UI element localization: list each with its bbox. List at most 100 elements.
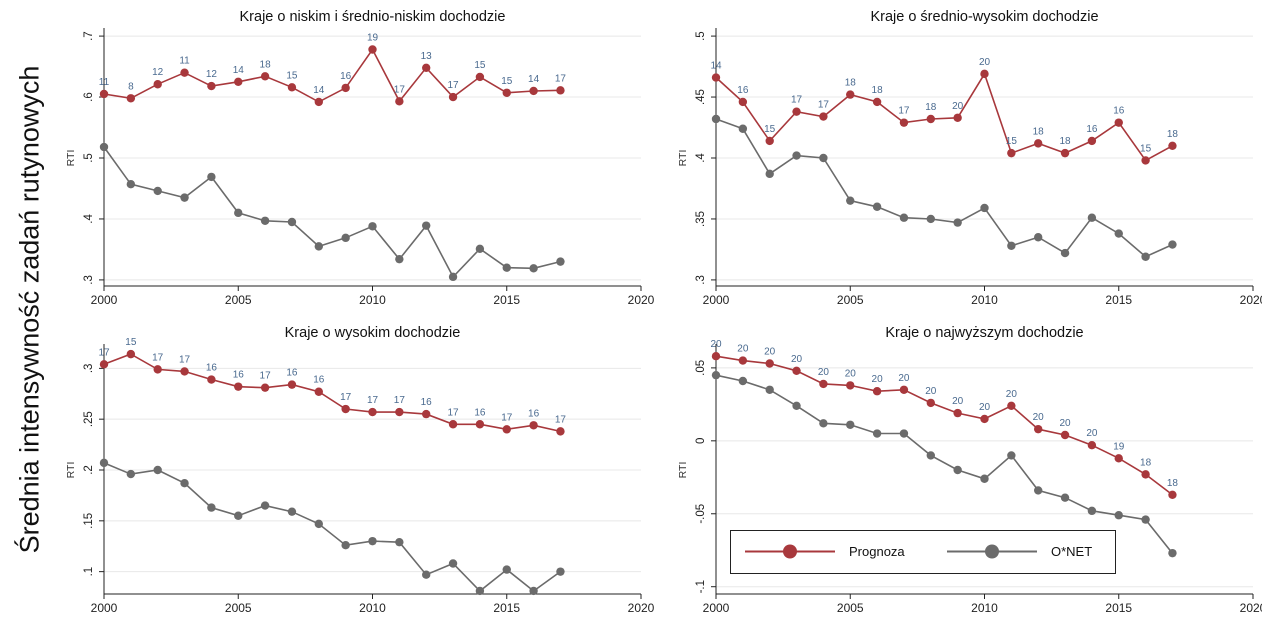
data-point-onet bbox=[207, 503, 216, 512]
data-point-prognoza bbox=[126, 94, 136, 103]
data-point-onet bbox=[846, 196, 855, 205]
data-label: 11 bbox=[99, 77, 110, 88]
y-axis-label: RTI bbox=[677, 150, 689, 167]
x-tick-label: 2000 bbox=[91, 601, 118, 615]
data-point-onet bbox=[260, 501, 270, 510]
data-point-onet bbox=[153, 465, 162, 475]
data-point-prognoza bbox=[765, 136, 774, 146]
x-tick-label: 2005 bbox=[837, 601, 864, 615]
x-tick-label: 2005 bbox=[837, 293, 864, 307]
data-point-prognoza bbox=[287, 83, 297, 92]
data-label: 18 bbox=[925, 102, 937, 113]
data-point-prognoza bbox=[180, 367, 189, 376]
data-point-onet bbox=[738, 376, 748, 386]
series-line-onet bbox=[715, 118, 1173, 258]
data-point-prognoza bbox=[314, 387, 323, 396]
x-tick-label: 2010 bbox=[359, 601, 386, 615]
x-tick-label: 2020 bbox=[1240, 293, 1262, 307]
data-point-onet bbox=[99, 458, 109, 468]
data-point-onet bbox=[448, 559, 458, 568]
y-tick-label: .25 bbox=[83, 411, 95, 427]
y-tick-label: .7 bbox=[83, 31, 95, 41]
series-line-onet bbox=[715, 374, 1174, 554]
data-point-prognoza bbox=[1007, 148, 1016, 158]
data-point-prognoza bbox=[872, 387, 882, 396]
data-point-prognoza bbox=[448, 420, 458, 429]
data-point-onet bbox=[1141, 252, 1150, 261]
data-label: 20 bbox=[952, 396, 964, 407]
data-point-onet bbox=[738, 124, 748, 133]
data-point-prognoza bbox=[153, 365, 162, 374]
data-point-onet bbox=[711, 114, 721, 124]
data-label: 16 bbox=[286, 368, 298, 379]
data-label: 17 bbox=[340, 392, 352, 403]
data-point-prognoza bbox=[1087, 136, 1097, 146]
data-point-onet bbox=[314, 242, 323, 251]
chart-svg-low-income: Kraje o niskim i średnio-niskim dochodzi… bbox=[65, 9, 655, 307]
x-tick-label: 2020 bbox=[628, 293, 655, 307]
data-point-prognoza bbox=[314, 97, 323, 107]
data-label: 20 bbox=[925, 386, 937, 397]
data-point-onet bbox=[153, 186, 162, 196]
data-point-onet bbox=[1168, 240, 1177, 249]
data-label: 13 bbox=[421, 51, 433, 62]
x-tick-label: 2005 bbox=[225, 293, 252, 307]
data-point-onet bbox=[711, 370, 721, 380]
data-label: 18 bbox=[1167, 478, 1179, 489]
y-tick-label: .45 bbox=[695, 89, 707, 105]
data-label: 17 bbox=[394, 395, 406, 406]
chart-svg-highest-income: Kraje o najwyższym dochodzie -.1 -.05 0 .05 R… bbox=[677, 325, 1262, 615]
data-point-onet bbox=[529, 264, 538, 273]
data-label: 17 bbox=[555, 73, 567, 84]
data-point-prognoza bbox=[1114, 454, 1123, 463]
data-label: 16 bbox=[421, 397, 433, 408]
data-point-prognoza bbox=[99, 360, 109, 369]
data-point-onet bbox=[475, 244, 485, 254]
data-label: 15 bbox=[286, 70, 298, 81]
y-tick-label: .5 bbox=[83, 153, 95, 163]
data-point-onet bbox=[980, 203, 989, 213]
data-point-onet bbox=[1141, 515, 1150, 524]
x-tick-label: 2015 bbox=[1105, 293, 1132, 307]
data-label: 20 bbox=[791, 354, 803, 365]
data-point-onet bbox=[395, 254, 404, 264]
x-tick-label: 2010 bbox=[971, 601, 998, 615]
data-point-onet bbox=[980, 474, 989, 483]
data-label: 16 bbox=[737, 85, 749, 96]
data-point-prognoza bbox=[1114, 118, 1123, 127]
data-point-onet bbox=[819, 419, 828, 428]
y-tick-label: .2 bbox=[83, 465, 95, 475]
legend: Prognoza O*NET bbox=[730, 530, 1116, 574]
panel-title: Kraje o średnio-wysokim dochodzie bbox=[870, 9, 1098, 25]
data-label: 16 bbox=[313, 375, 325, 386]
data-point-prognoza bbox=[153, 80, 162, 89]
data-point-prognoza bbox=[260, 72, 270, 81]
data-point-prognoza bbox=[180, 68, 189, 77]
data-label: 15 bbox=[1140, 143, 1152, 154]
data-point-onet bbox=[422, 570, 431, 579]
data-point-prognoza bbox=[980, 414, 989, 424]
data-point-prognoza bbox=[368, 407, 377, 417]
data-point-prognoza bbox=[475, 72, 485, 82]
data-label: 15 bbox=[125, 337, 137, 348]
data-point-onet bbox=[180, 479, 189, 488]
x-tick-label: 2010 bbox=[971, 293, 998, 307]
data-point-prognoza bbox=[953, 408, 962, 418]
chart-panel-upper-middle-income: Kraje o średnio-wysokim dochodzie .3 .35 .4… bbox=[672, 0, 1262, 310]
data-point-prognoza bbox=[1007, 401, 1016, 411]
data-point-onet bbox=[899, 213, 909, 222]
data-point-onet bbox=[287, 507, 297, 516]
data-label: 17 bbox=[98, 347, 110, 358]
data-label: 16 bbox=[206, 363, 218, 374]
data-point-onet bbox=[556, 567, 565, 576]
data-label: 17 bbox=[394, 84, 406, 95]
data-point-onet bbox=[502, 565, 511, 574]
panel-title: Kraje o wysokim dochodzie bbox=[285, 325, 461, 341]
data-label: 20 bbox=[898, 373, 910, 384]
data-label: 20 bbox=[1059, 418, 1071, 429]
data-point-prognoza bbox=[234, 77, 243, 87]
data-point-onet bbox=[926, 214, 935, 224]
y-tick-label: .3 bbox=[83, 275, 95, 285]
data-point-prognoza bbox=[980, 69, 989, 79]
y-tick-label: .3 bbox=[83, 364, 95, 374]
